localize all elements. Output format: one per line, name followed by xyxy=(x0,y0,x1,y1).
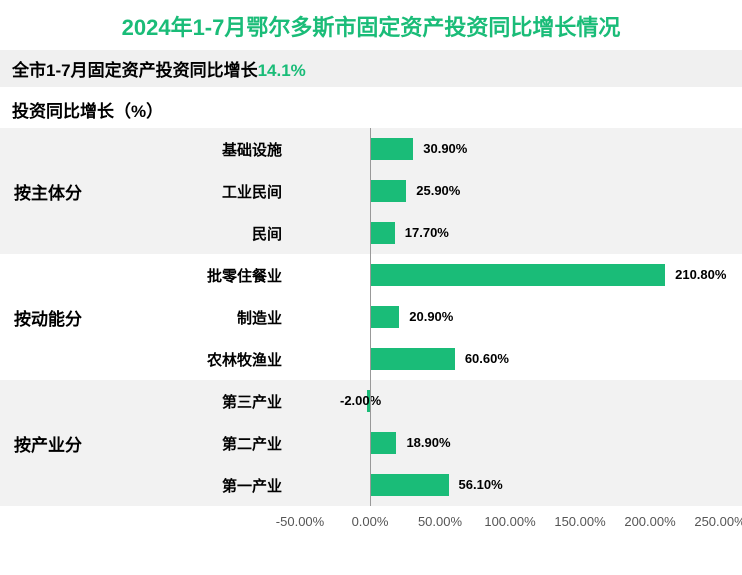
row-label: 批零住餐业 xyxy=(120,265,300,286)
row-label: 基础设施 xyxy=(120,139,300,160)
group-label: 按动能分 xyxy=(0,254,120,380)
subtitle-prefix: 全市1-7月固定资产投资同比增长 xyxy=(12,61,258,80)
bar-track: 210.80% xyxy=(300,254,742,296)
group: 按动能分批零住餐业 210.80% 制造业 20.90% 农林牧渔业 60.60% xyxy=(0,254,742,380)
subtitle-value: 14.1% xyxy=(258,61,306,80)
bar-track: 25.90% xyxy=(300,170,742,212)
group: 按产业分第三产业 -2.00% 第二产业 18.90% 第一产业 56.10% xyxy=(0,380,742,506)
x-tick: 250.00% xyxy=(694,514,742,529)
zero-line xyxy=(370,212,371,254)
bar-value-label: 25.90% xyxy=(416,183,460,198)
table-row: 第三产业 -2.00% xyxy=(120,380,742,422)
bar xyxy=(370,306,399,328)
group-rows: 第三产业 -2.00% 第二产业 18.90% 第一产业 56.10% xyxy=(120,380,742,506)
table-row: 第一产业 56.10% xyxy=(120,464,742,506)
x-tick: 0.00% xyxy=(352,514,389,529)
bar-track: 17.70% xyxy=(300,212,742,254)
group-rows: 批零住餐业 210.80% 制造业 20.90% 农林牧渔业 60.60% xyxy=(120,254,742,380)
zero-line xyxy=(370,254,371,296)
bar-value-label: 30.90% xyxy=(423,141,467,156)
x-tick: 50.00% xyxy=(418,514,462,529)
bar xyxy=(370,474,449,496)
zero-line xyxy=(370,128,371,170)
bar-track: 56.10% xyxy=(300,464,742,506)
bar xyxy=(370,432,396,454)
table-row: 农林牧渔业 60.60% xyxy=(120,338,742,380)
row-label: 第二产业 xyxy=(120,433,300,454)
bar-value-label: 17.70% xyxy=(405,225,449,240)
group-label: 按主体分 xyxy=(0,128,120,254)
bar xyxy=(370,222,395,244)
zero-line xyxy=(370,296,371,338)
zero-line xyxy=(370,464,371,506)
zero-line xyxy=(370,422,371,464)
y-axis-title: 投资同比增长（%） xyxy=(0,87,742,128)
bar-track: 20.90% xyxy=(300,296,742,338)
row-label: 工业民间 xyxy=(120,181,300,202)
group-label: 按产业分 xyxy=(0,380,120,506)
bar-track: 30.90% xyxy=(300,128,742,170)
bar xyxy=(370,138,413,160)
row-label: 农林牧渔业 xyxy=(120,349,300,370)
zero-line xyxy=(370,380,371,422)
bar xyxy=(370,180,406,202)
bar-value-label: 60.60% xyxy=(465,351,509,366)
table-row: 批零住餐业 210.80% xyxy=(120,254,742,296)
group: 按主体分基础设施 30.90% 工业民间 25.90% 民间 17.70% xyxy=(0,128,742,254)
table-row: 制造业 20.90% xyxy=(120,296,742,338)
row-label: 民间 xyxy=(120,223,300,244)
zero-line xyxy=(370,338,371,380)
row-label: 制造业 xyxy=(120,307,300,328)
table-row: 工业民间 25.90% xyxy=(120,170,742,212)
bar-track: 60.60% xyxy=(300,338,742,380)
x-tick: 100.00% xyxy=(484,514,535,529)
bar-value-label: 56.10% xyxy=(459,477,503,492)
x-tick: 200.00% xyxy=(624,514,675,529)
zero-line xyxy=(370,170,371,212)
table-row: 第二产业 18.90% xyxy=(120,422,742,464)
bar-track: 18.90% xyxy=(300,422,742,464)
row-label: 第一产业 xyxy=(120,475,300,496)
bar-value-label: 210.80% xyxy=(675,267,726,282)
chart-area: 按主体分基础设施 30.90% 工业民间 25.90% 民间 17.70% 按动能分批零住餐… xyxy=(0,128,742,506)
table-row: 民间 17.70% xyxy=(120,212,742,254)
chart-title: 2024年1-7月鄂尔多斯市固定资产投资同比增长情况 xyxy=(0,0,742,50)
bar-track: -2.00% xyxy=(300,380,742,422)
x-axis-ticks: -50.00%0.00%50.00%100.00%150.00%200.00%2… xyxy=(300,506,742,542)
bar-value-label: 18.90% xyxy=(406,435,450,450)
bar xyxy=(370,264,665,286)
x-tick: 150.00% xyxy=(554,514,605,529)
bar-value-label: 20.90% xyxy=(409,309,453,324)
bar-value-label: -2.00% xyxy=(340,393,381,408)
bar xyxy=(370,348,455,370)
row-label: 第三产业 xyxy=(120,391,300,412)
group-rows: 基础设施 30.90% 工业民间 25.90% 民间 17.70% xyxy=(120,128,742,254)
x-tick: -50.00% xyxy=(276,514,324,529)
subtitle-bar: 全市1-7月固定资产投资同比增长14.1% xyxy=(0,50,742,87)
table-row: 基础设施 30.90% xyxy=(120,128,742,170)
x-axis: -50.00% 0.00% 50.00% 100.00% 150.00% 200.00% 2… xyxy=(0,506,742,542)
